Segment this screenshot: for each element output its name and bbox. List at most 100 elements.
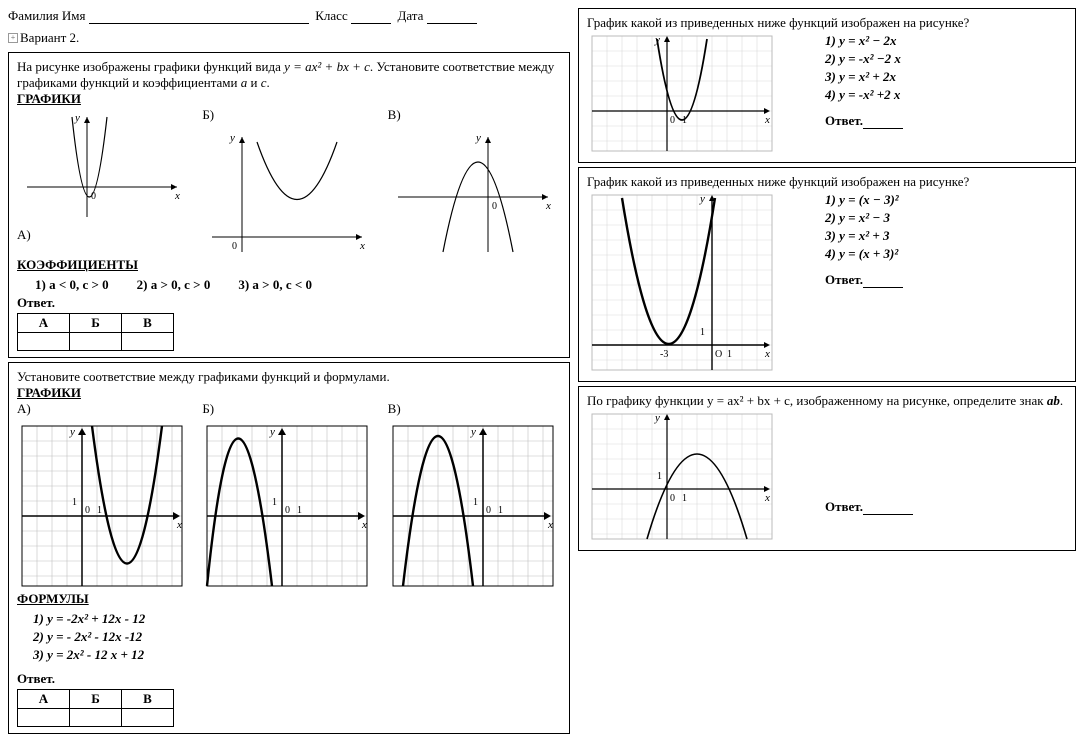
svg-text:1: 1 <box>272 497 277 508</box>
t2-ans-a[interactable] <box>18 709 70 727</box>
t2-graph-a: 011 xy <box>17 421 187 591</box>
t1-label-b: Б) <box>202 107 375 123</box>
svg-text:0: 0 <box>486 505 491 516</box>
t1-label-c: В) <box>388 107 561 123</box>
t2-ans-b[interactable] <box>70 709 122 727</box>
task5-box: По графику функции y = ax² + bx + c, изо… <box>578 386 1076 551</box>
t2-f3: 3) y = 2x² - 12 x + 12 <box>33 647 144 662</box>
t1-graph-c: x y 0 <box>388 127 558 257</box>
t2-th-a: А <box>18 690 70 709</box>
t2-th-b: Б <box>70 690 122 709</box>
t1-coeff-1: 1) a < 0, c > 0 <box>35 277 109 293</box>
svg-text:y: y <box>269 426 275 438</box>
t2-label-c: В) <box>388 401 561 417</box>
variant-text: Вариант 2. <box>20 30 79 46</box>
task3-box: График какой из приведенных ниже функций… <box>578 8 1076 163</box>
t2-label-a: А) <box>17 401 190 417</box>
svg-text:y: y <box>654 412 660 424</box>
t2-prompt: Установите соответствие между графиками … <box>17 369 561 385</box>
t1-graphs-heading: ГРАФИКИ <box>17 91 81 106</box>
t4-graph: O1 1 -3 xy <box>587 190 777 375</box>
t4-answer-label: Ответ. <box>825 272 863 287</box>
date-label: Дата <box>397 8 423 23</box>
svg-text:y: y <box>470 426 476 438</box>
svg-text:x: x <box>176 519 182 531</box>
t1-answer-table: А Б В <box>17 313 174 351</box>
t1-th-b: Б <box>70 314 122 333</box>
t2-f1: 1) y = -2x² + 12x - 12 <box>33 611 145 626</box>
svg-text:1: 1 <box>682 493 687 504</box>
t1-coeff-heading: КОЭФФИЦИЕНТЫ <box>17 257 138 272</box>
t1-dot: . <box>267 75 270 90</box>
svg-text:x: x <box>764 348 770 360</box>
t5-answer-blank[interactable] <box>863 514 913 515</box>
t3-answer-label: Ответ. <box>825 113 863 128</box>
svg-text:0: 0 <box>232 241 237 252</box>
t3-o2: 2) y = -x² −2 x <box>825 51 901 66</box>
t2-formula-heading: ФОРМУЛЫ <box>17 591 89 606</box>
svg-text:1: 1 <box>727 349 732 360</box>
svg-text:1: 1 <box>657 471 662 482</box>
svg-text:x: x <box>764 114 770 126</box>
svg-text:1: 1 <box>473 497 478 508</box>
t4-o3: 3) y = x² + 3 <box>825 228 890 243</box>
svg-text:-3: -3 <box>660 349 668 360</box>
t1-ans-a[interactable] <box>18 333 70 351</box>
t1-ans-c[interactable] <box>122 333 174 351</box>
t1-label-a: А) <box>17 227 190 243</box>
t2-graph-b: 011 xy <box>202 421 372 591</box>
svg-text:x: x <box>359 240 365 252</box>
t4-answer-blank[interactable] <box>863 287 903 288</box>
svg-text:1: 1 <box>72 497 77 508</box>
svg-text:O: O <box>715 349 722 360</box>
t4-o1: 1) y = (x − 3)² <box>825 192 899 207</box>
t3-o4: 4) y = -x² +2 x <box>825 87 900 102</box>
t5-prompt: По графику функции y = ax² + bx + c, изо… <box>587 393 1067 409</box>
class-blank[interactable] <box>351 23 391 24</box>
t2-ans-c[interactable] <box>122 709 174 727</box>
t5-graph: 01 1 x y <box>587 409 777 544</box>
t3-o3: 3) y = x² + 2x <box>825 69 896 84</box>
svg-text:0: 0 <box>670 493 675 504</box>
svg-text:0: 0 <box>670 115 675 126</box>
header-line: Фамилия Имя Класс Дата <box>8 8 570 24</box>
t1-answer-label: Ответ. <box>17 295 55 310</box>
svg-text:0: 0 <box>492 201 497 212</box>
t1-coeff-3: 3) a > 0, c < 0 <box>238 277 312 293</box>
svg-text:1: 1 <box>297 505 302 516</box>
t2-label-b: Б) <box>202 401 375 417</box>
t2-graph-c: 011 xy <box>388 421 558 591</box>
name-label: Фамилия Имя <box>8 8 86 23</box>
t1-th-a: А <box>18 314 70 333</box>
t4-o2: 2) y = x² − 3 <box>825 210 890 225</box>
class-label: Класс <box>315 8 347 23</box>
t3-answer-blank[interactable] <box>863 128 903 129</box>
t1-graph-b: x y 0 <box>202 127 372 257</box>
task2-box: Установите соответствие между графиками … <box>8 362 570 734</box>
name-blank[interactable] <box>89 23 309 24</box>
svg-text:y: y <box>74 112 80 124</box>
t2-answer-label: Ответ. <box>17 671 55 686</box>
t2-answer-table: А Б В <box>17 689 174 727</box>
t1-and: и <box>247 75 260 90</box>
task1-prompt: На рисунке изображены графики функций ви… <box>17 59 561 91</box>
svg-text:x: x <box>174 190 180 202</box>
expand-icon[interactable]: + <box>8 33 18 43</box>
t3-o1: 1) y = x² − 2x <box>825 33 897 48</box>
t1-ans-b[interactable] <box>70 333 122 351</box>
svg-text:x: x <box>764 492 770 504</box>
t1-c: c <box>261 75 267 90</box>
svg-text:y: y <box>229 132 235 144</box>
date-blank[interactable] <box>427 23 477 24</box>
svg-text:1: 1 <box>700 327 705 338</box>
svg-text:x: x <box>361 519 367 531</box>
t5-dot: . <box>1060 393 1063 408</box>
svg-text:y: y <box>475 132 481 144</box>
t5-answer-label: Ответ. <box>825 499 863 514</box>
t2-th-c: В <box>122 690 174 709</box>
t2-graphs-heading: ГРАФИКИ <box>17 385 81 400</box>
t1-coeff-2: 2) a > 0, c > 0 <box>137 277 211 293</box>
t2-f2: 2) y = - 2x² - 12x -12 <box>33 629 142 644</box>
t3-graph: 01 xy <box>587 31 777 156</box>
t1-formula: y = ax² + bx + c <box>284 59 370 74</box>
